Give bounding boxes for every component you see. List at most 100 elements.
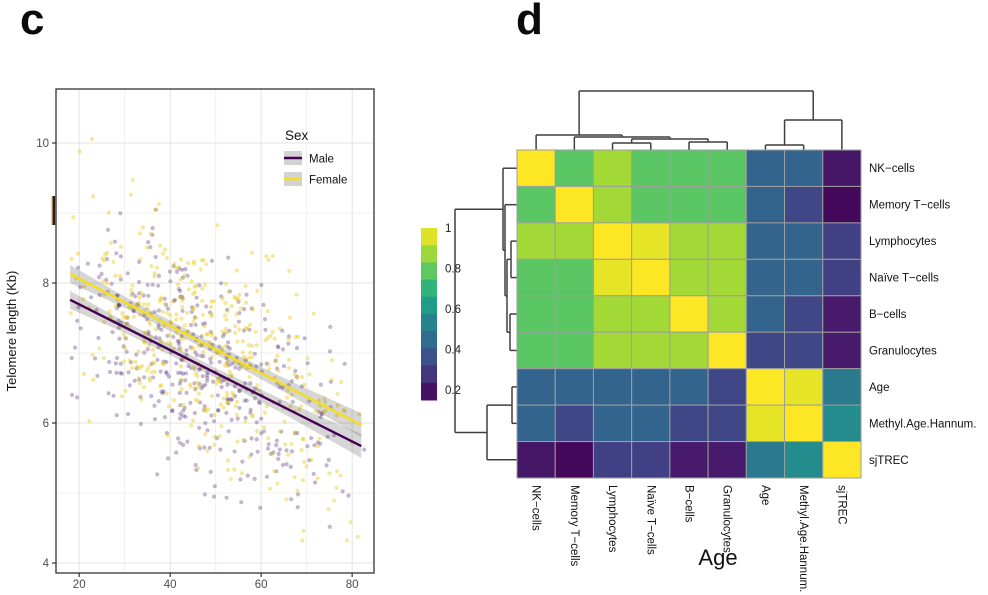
heatmap-cell xyxy=(554,149,594,187)
heatmap-cell xyxy=(631,222,671,260)
scatter-points-male xyxy=(69,207,367,529)
heatmap-cell xyxy=(745,331,786,370)
column-label: B−cells xyxy=(683,485,695,523)
column-label: Naïve T−cells xyxy=(644,485,656,555)
heatmap-cell xyxy=(669,404,709,443)
y-tick-label: 4 xyxy=(43,558,50,570)
heatmap-cell xyxy=(554,441,594,479)
row-label: Naïve T−cells xyxy=(869,273,939,285)
heatmap-cell xyxy=(707,258,747,297)
grid-major xyxy=(56,89,374,573)
stray-mark xyxy=(52,196,56,225)
row-label: Lymphocytes xyxy=(869,236,937,248)
heatmap-cell xyxy=(631,295,671,333)
column-label: Lymphocytes xyxy=(606,485,618,553)
scatter-points-female xyxy=(68,136,362,543)
colorbar-block xyxy=(421,331,437,349)
colorbar-tick-label: 0.2 xyxy=(445,385,461,397)
heatmap-cell xyxy=(554,258,594,297)
heatmap-cell xyxy=(707,185,747,224)
heatmap-cell xyxy=(592,295,633,333)
row-label: B−cells xyxy=(869,309,907,321)
heatmap-cell xyxy=(592,404,633,443)
colorbar: 1 0.8 0.6 0.4 0.2 xyxy=(421,223,462,401)
confidence-band-female xyxy=(70,264,362,437)
column-label: NK−cells xyxy=(530,485,542,531)
heatmap-cell xyxy=(822,368,862,406)
column-label: Age xyxy=(759,485,771,505)
heatmap-cell xyxy=(669,331,709,370)
heatmap-cell xyxy=(631,258,671,297)
heatmap-cell xyxy=(554,331,594,370)
heatmap-cell xyxy=(745,295,786,333)
column-label: Granulocytes xyxy=(721,485,733,553)
scatter-plot-telomere-vs-age: 20 40 60 80 4 6 8 10 Telomere length (Kb) SexMale… xyxy=(4,88,375,591)
heatmap-cell xyxy=(707,149,747,187)
colorbar-block xyxy=(421,314,437,332)
heatmap-cell xyxy=(554,185,594,224)
heatmap-cell xyxy=(707,441,747,479)
heatmap-cell xyxy=(745,404,786,443)
heatmap-cell xyxy=(631,368,671,406)
heatmap-cell xyxy=(822,258,862,297)
heatmap-cell xyxy=(631,185,671,224)
row-label: Age xyxy=(869,382,889,394)
heatmap-cell xyxy=(745,441,786,479)
clustered-heatmap-correlations: 1 0.8 0.6 0.4 0.2 NK−cells Memory T−cells Lymph… xyxy=(421,90,976,592)
heatmap-cell xyxy=(784,368,824,406)
column-labels: NK−cells Memory T−cells Lymphocytes Naïve T… xyxy=(530,485,848,592)
row-label: NK−cells xyxy=(869,163,915,175)
heatmap-cell xyxy=(516,331,556,370)
heatmap-cell xyxy=(745,222,786,260)
heatmap-cell xyxy=(745,258,786,297)
heatmap-cell xyxy=(707,368,747,406)
colorbar-block xyxy=(421,279,437,298)
heatmap-cell xyxy=(516,441,556,479)
legend-title: Sex xyxy=(285,128,309,143)
panel-border xyxy=(55,88,375,574)
heatmap-cell xyxy=(669,368,709,406)
heatmap-cell xyxy=(516,295,556,333)
y-axis-title: Telomere length (Kb) xyxy=(4,271,19,392)
heatmap-cell xyxy=(516,149,556,187)
heatmap-cell xyxy=(669,258,709,297)
colorbar-block xyxy=(421,296,437,315)
legend-label: Male xyxy=(309,154,334,166)
heatmap-cell xyxy=(592,368,633,406)
row-label: Methyl.Age.Hannum. xyxy=(869,418,976,430)
heatmap-cell xyxy=(707,295,747,333)
x-tick-label: 20 xyxy=(73,579,86,591)
row-label: sjTREC xyxy=(869,455,909,467)
column-label: Memory T−cells xyxy=(568,485,580,567)
heatmap-cell xyxy=(631,404,671,443)
axis-ticks xyxy=(52,142,353,577)
heatmap-cell xyxy=(592,149,633,187)
heatmap-cell xyxy=(784,441,824,479)
row-label: Granulocytes xyxy=(869,345,937,357)
heatmap-cell xyxy=(745,368,786,406)
heatmap-cell xyxy=(822,295,862,333)
plot-area xyxy=(68,136,367,543)
stray-mark xyxy=(51,196,53,225)
heatmap-cell xyxy=(516,185,556,224)
heatmap-cell xyxy=(669,441,709,479)
heatmap-x-axis-title: Age xyxy=(698,545,737,570)
plot-background xyxy=(56,89,374,573)
heatmap-cell xyxy=(592,441,633,479)
heatmap-cell xyxy=(592,185,633,224)
panel-d-label: d xyxy=(516,0,543,44)
heatmap-cell xyxy=(516,258,556,297)
heatmap-cell xyxy=(631,149,671,187)
confidence-band-male xyxy=(70,290,362,458)
colorbar-block xyxy=(421,365,437,384)
heatmap-cell xyxy=(784,331,824,370)
colorbar-block xyxy=(421,245,437,263)
heatmap-cell xyxy=(669,222,709,260)
y-tick-label: 10 xyxy=(36,138,49,150)
heatmap-cell xyxy=(707,222,747,260)
row-labels: NK−cells Memory T−cells Lymphocytes Naïve T… xyxy=(869,163,976,467)
heatmap-cell xyxy=(822,149,862,187)
colorbar-block xyxy=(421,228,437,246)
